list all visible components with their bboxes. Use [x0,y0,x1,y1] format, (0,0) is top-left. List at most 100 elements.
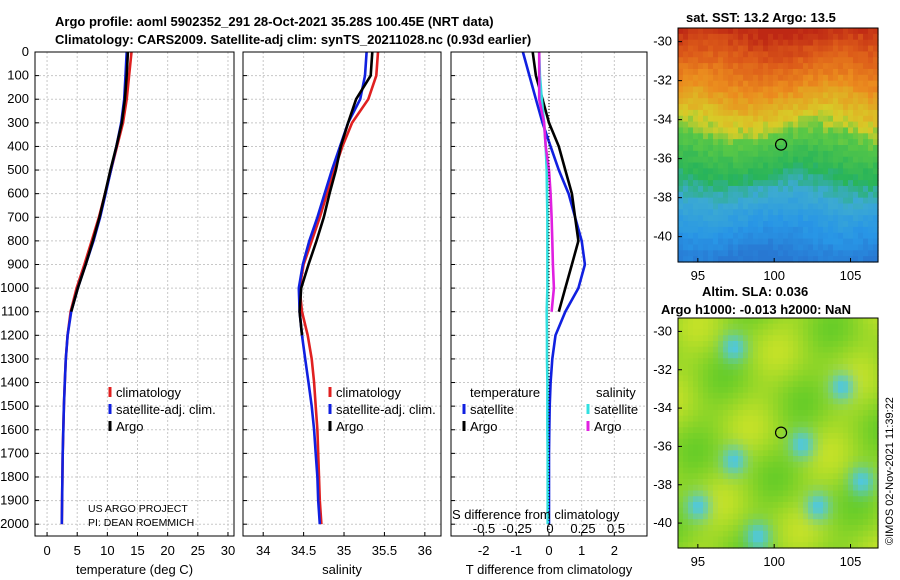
map-cell [813,318,819,325]
map-cell [678,45,684,52]
map-cell [748,346,754,354]
map-cell [808,145,814,152]
map-cell [718,104,724,111]
map-cell [813,530,819,538]
map-cell [748,530,754,538]
map-cell [778,433,784,440]
map-cell [818,479,824,486]
map-cell [863,197,869,205]
map-cell [863,444,869,451]
map-cell [758,203,764,210]
map-cell [763,375,769,382]
map-cell [818,358,824,365]
map-cell [868,104,874,111]
x-tick-label: 10 [100,543,114,558]
map-cell [843,33,849,41]
map-cell [768,513,774,520]
map-cell [728,121,734,129]
map-cell [823,496,829,503]
map-cell [823,203,829,210]
map-cell [688,139,694,146]
depth-tick-label: 1800 [0,469,29,484]
map-cell [753,530,759,538]
map-cell [848,433,854,440]
map-cell [768,180,774,187]
map-cell [763,450,769,457]
map-cell [723,226,729,234]
map-cell [718,203,724,210]
map-cell [803,323,809,331]
map-cell [738,433,744,440]
map-cell [838,473,844,480]
map-cell [743,51,749,58]
map-cell [848,226,854,234]
map-cell [758,421,764,428]
map-cell [753,346,759,354]
map-cell [858,150,864,158]
map-cell [703,375,709,382]
map-y-tick-label: -40 [653,515,672,530]
map-cell [823,209,829,216]
map-cell [803,109,809,117]
map-cell [758,68,764,76]
map-cell [733,133,739,140]
map-cell [808,450,814,457]
map-cell [793,226,799,234]
map-cell [868,433,874,440]
map-cell [813,507,819,515]
map-cell [823,369,829,377]
map-cell [688,329,694,336]
map-cell [768,203,774,210]
map-cell [778,507,784,515]
map-cell [783,364,789,371]
map-cell [873,28,879,35]
map-cell [793,92,799,99]
map-cell [803,484,809,492]
map-cell [703,318,709,325]
map-cell [828,74,834,82]
map-cell [803,318,809,325]
map-cell [758,133,764,140]
map-x-tick-label: 95 [691,554,705,569]
map-cell [683,444,689,451]
depth-tick-label: 300 [7,115,29,130]
map-cell [728,496,734,503]
map-cell [723,323,729,331]
map-cell [683,513,689,520]
map-cell [743,250,749,257]
map-cell [768,364,774,371]
map-cell [728,507,734,515]
map-cell [863,209,869,216]
map-cell [873,168,879,175]
map-cell [748,323,754,331]
map-cell [823,45,829,52]
map-cell [803,444,809,451]
map-cell [763,484,769,492]
map-cell [788,387,794,394]
map-cell [863,150,869,158]
map-cell [713,109,719,117]
map-cell [683,536,689,543]
map-cell [678,415,684,423]
map-cell [843,185,849,193]
map-cell [678,104,684,111]
map-cell [808,209,814,216]
map-cell [813,215,819,222]
map-cell [753,174,759,181]
map-cell [693,398,699,405]
map-cell [693,490,699,497]
map-cell [838,162,844,169]
map-cell [723,536,729,543]
map-cell [748,484,754,492]
map-cell [763,404,769,411]
map-cell [803,209,809,216]
map-cell [823,238,829,246]
map-cell [693,369,699,377]
map-cell [728,404,734,411]
map-cell [778,329,784,336]
map-cell [838,404,844,411]
map-cell [803,74,809,82]
map-cell [793,39,799,47]
map-cell [848,238,854,246]
x-tick-label: 0 [545,543,552,558]
